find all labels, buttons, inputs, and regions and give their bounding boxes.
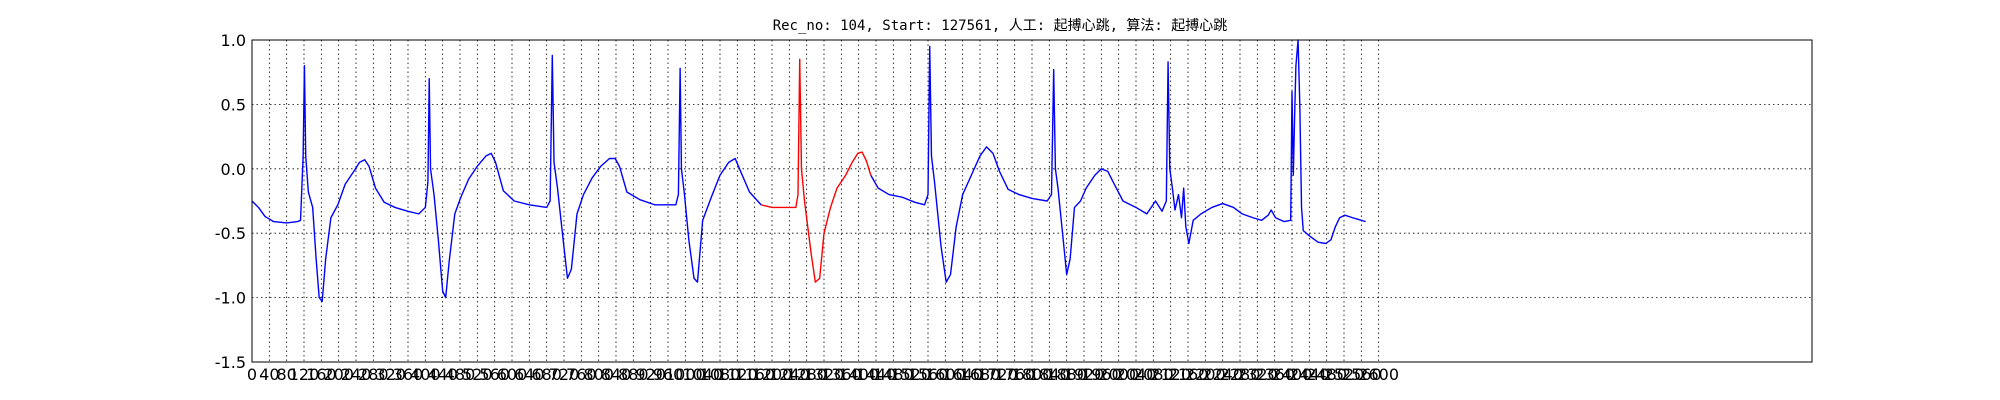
x-tick-label: 2280 [1220,365,1261,384]
x-tick-label: 2120 [1150,365,1191,384]
x-tick-label: 840 [601,365,632,384]
x-tick-label: 1480 [873,365,914,384]
x-tick-label: 1440 [856,365,897,384]
x-tick-label: 400 [410,365,441,384]
chart-title: Rec_no: 104, Start: 127561, 人工: 起搏心跳, 算法… [773,17,1228,34]
x-tick-label: 1960 [1081,365,1122,384]
x-tick-label: 1600 [925,365,966,384]
x-tick-label: 320 [375,365,406,384]
x-tick-label: 2520 [1324,365,1365,384]
grid [252,40,1812,362]
x-tick-label: 0 [247,365,257,384]
x-tick-label: 800 [583,365,614,384]
x-tick-label: 1520 [890,365,931,384]
y-tick-label: -1.0 [215,289,246,308]
x-tick-label: 960 [653,365,684,384]
x-tick-label: 2440 [1289,365,1330,384]
x-tick-label: 40 [259,365,279,384]
y-tick-labels: 1.0 0.5 0.0 -0.5 -1.0 -1.5 [215,31,246,372]
x-tick-label: 1680 [960,365,1001,384]
x-tick-label: 1080 [700,365,741,384]
x-tick-label: 680 [531,365,562,384]
x-tick-label: 2000 [1098,365,1139,384]
ecg-series-2 [870,39,1366,283]
x-tick-label: 1880 [1046,365,1087,384]
x-tick-label: 2360 [1254,365,1295,384]
x-tick-label: 600 [497,365,528,384]
x-tick-label: 440 [427,365,458,384]
x-tick-label: 360 [393,365,424,384]
y-tick-label: 0.0 [221,160,246,179]
y-tick-label: 1.0 [221,31,246,50]
x-tick-label: 1360 [821,365,862,384]
y-tick-label: 0.5 [221,95,246,114]
x-tick-label: 2560 [1341,365,1382,384]
x-tick-label: 1800 [1012,365,1053,384]
x-tick-label: 560 [479,365,510,384]
x-tick-label: 760 [566,365,597,384]
x-tick-label: 920 [635,365,666,384]
x-tick-label: 2080 [1133,365,1174,384]
x-tick-label: 1280 [786,365,827,384]
x-tick-label: 1040 [682,365,723,384]
x-tick-label: 480 [445,365,476,384]
x-tick-label: 2400 [1272,365,1313,384]
y-tick-label: -1.5 [215,353,246,372]
x-tick-label: 1920 [1064,365,1105,384]
x-tick-label: 280 [358,365,389,384]
x-tick-label: 720 [549,365,580,384]
x-tick-label: 2480 [1306,365,1347,384]
x-tick-label: 160 [306,365,337,384]
x-tick-label: 2040 [1116,365,1157,384]
x-tick-label: 880 [618,365,649,384]
x-tick-label: 1760 [994,365,1035,384]
x-tick-label: 1200 [752,365,793,384]
x-tick-label: 1320 [804,365,845,384]
x-tick-label: 1640 [942,365,983,384]
x-tick-label: 1400 [838,365,879,384]
x-tick-label: 120 [289,365,320,384]
x-tick-label: 2600 [1358,365,1399,384]
x-tick-labels: 0 408012016020024028032036040044048052056… [247,365,1399,384]
x-tick-label: 1560 [908,365,949,384]
x-tick-label: 1160 [734,365,775,384]
x-tick-label: 200 [323,365,354,384]
x-tick-label: 80 [276,365,296,384]
x-tick-label: 1120 [717,365,758,384]
x-tick-label: 520 [462,365,493,384]
plot-frame [251,39,1813,363]
ecg-series-0 [251,54,762,303]
x-tick-label: 2320 [1237,365,1278,384]
x-tick-label: 2160 [1168,365,1209,384]
x-tick-label: 2240 [1202,365,1243,384]
y-tick-label: -0.5 [215,224,246,243]
x-tick-label: 1840 [1029,365,1070,384]
ecg-series-1 [761,58,872,283]
x-tick-label: 1720 [977,365,1018,384]
x-tick-label: 240 [341,365,372,384]
x-tick-label: 1240 [769,365,810,384]
x-tick-label: 1000 [665,365,706,384]
series-group [251,39,1366,303]
x-tick-label: 640 [514,365,545,384]
x-tick-label: 2200 [1185,365,1226,384]
